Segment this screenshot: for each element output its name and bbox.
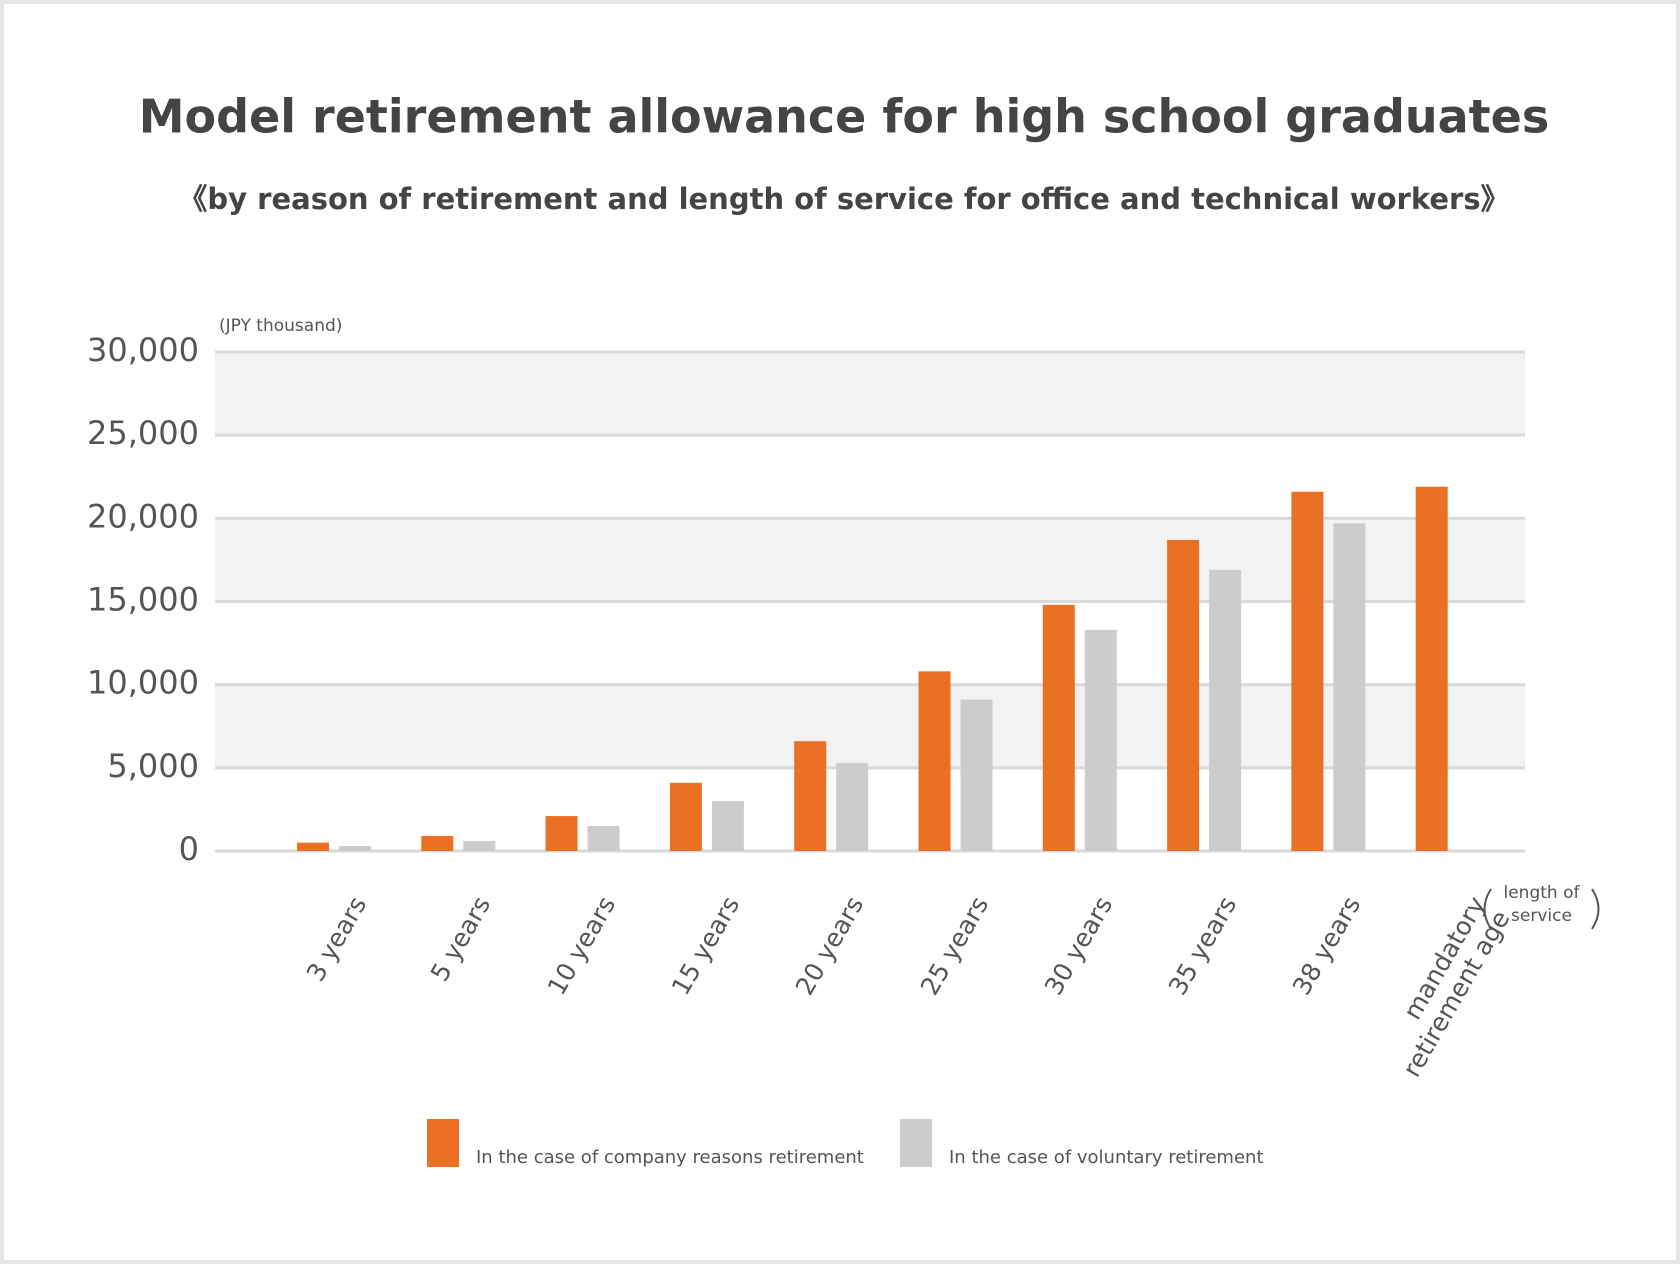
x-axis-label: length of service [1503,883,1580,926]
bar [1042,604,1075,851]
bar [836,762,869,851]
legend-label: In the case of company reasons retiremen… [476,1147,864,1168]
bar [297,842,329,851]
band [215,352,1525,436]
bar [587,826,620,851]
legend-swatch [427,1119,459,1167]
y-tick-label: 20,000 [87,497,199,535]
y-tick-label: 0 [179,830,199,868]
y-tick-label: 10,000 [87,664,199,702]
bar [669,782,702,851]
y-axis-label: (JPY thousand) [219,316,342,336]
bar [1167,539,1200,851]
bracket [1483,888,1600,930]
band [215,518,1525,602]
bar [1415,486,1448,851]
y-tick-label: 5,000 [107,747,199,785]
bar [1291,491,1324,851]
band [215,684,1525,768]
bar [1084,629,1117,851]
chart: Model retirement allowance for high scho… [87,90,1600,1167]
chart-title: Model retirement allowance for high scho… [139,90,1549,144]
bar [711,801,744,851]
bar [960,699,993,851]
bar [545,816,578,851]
bar [1209,569,1242,851]
bar [463,841,496,851]
legend-swatch [900,1119,932,1167]
bar [794,741,827,851]
bar [339,846,371,851]
chart-subtitle: 《by reason of retirement and length of s… [178,182,1509,216]
legend-label: In the case of voluntary retirement [949,1147,1264,1168]
bar [1333,523,1366,851]
y-tick-label: 30,000 [87,331,199,369]
bar [421,836,454,851]
bar [918,671,951,851]
y-tick-label: 25,000 [87,414,199,452]
plot-background [215,352,1525,768]
y-tick-label: 15,000 [87,581,199,619]
